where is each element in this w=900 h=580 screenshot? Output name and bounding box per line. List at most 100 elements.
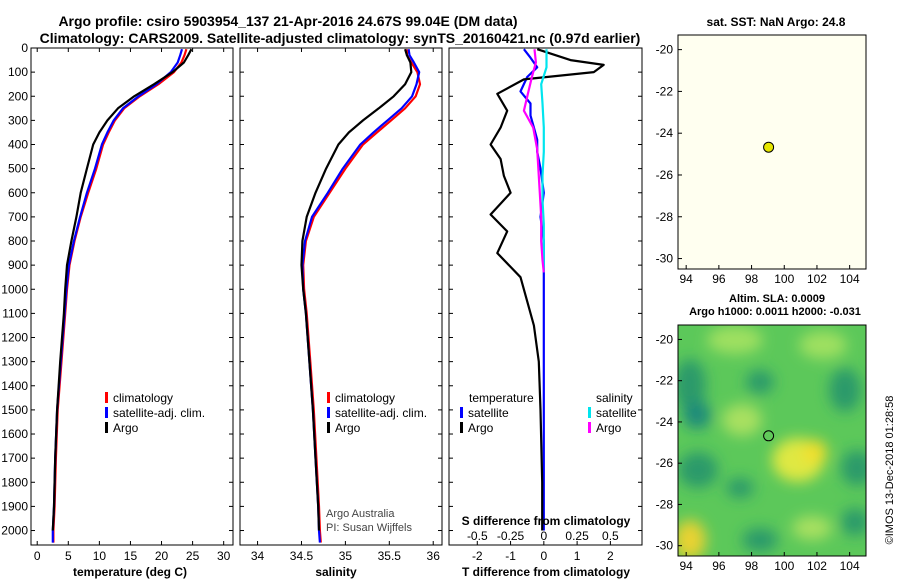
map-y-tick-label: -28 xyxy=(656,210,674,224)
argo-position-marker xyxy=(763,141,775,153)
depth-tick-label: 2000 xyxy=(1,524,28,538)
difference-legend: temperature salinity satellite Argo sate… xyxy=(460,391,637,435)
depth-tick-label: 1200 xyxy=(1,331,28,345)
x-tick-label: 10 xyxy=(93,549,107,563)
sla-map-frame xyxy=(677,324,867,557)
depth-tick-label: 800 xyxy=(8,234,28,248)
depth-tick-label: 300 xyxy=(8,113,28,127)
map-x-tick-label: 94 xyxy=(679,272,693,286)
temperature-x-axis: 0 5 10 15 20 25 30 xyxy=(34,48,231,563)
legend-label-t-satellite: satellite xyxy=(468,406,509,420)
map-x-tick-label: 100 xyxy=(774,272,794,286)
difference-panel-frame xyxy=(448,47,643,546)
depth-tick-label: 0 xyxy=(21,41,28,55)
depth-tick-label: 900 xyxy=(8,258,28,272)
depth-tick-label: 1300 xyxy=(1,355,28,369)
salinity-chart: 34 34.5 35 35.5 36 salinity climatology sate… xyxy=(251,48,440,579)
map-y-tick-label: -30 xyxy=(656,252,674,266)
x-tick-label: 35.5 xyxy=(378,549,402,563)
credit-line-2: PI: Susan Wijffels xyxy=(326,522,412,534)
x-tick-label: 30 xyxy=(217,549,231,563)
title-line-1: Argo profile: csiro 5903954_137 21-Apr-2… xyxy=(58,13,517,29)
s-tick-label: 0 xyxy=(540,529,547,543)
x-tick-label: 35 xyxy=(339,549,353,563)
x-tick-label: 0 xyxy=(34,549,41,563)
salinity-legend: climatology satellite-adj. clim. Argo xyxy=(327,391,427,435)
x-tick-label: 0 xyxy=(540,549,547,563)
legend-label-satellite: satellite-adj. clim. xyxy=(335,406,427,420)
sla-title-1: Altim. SLA: 0.0009 xyxy=(729,293,825,305)
sst-title: sat. SST: NaN Argo: 24.8 xyxy=(707,15,846,29)
map-y-tick-label: -24 xyxy=(656,415,674,429)
legend-title-salinity: salinity xyxy=(596,391,633,405)
map-x-tick-label: 94 xyxy=(679,559,693,573)
x-tick-label: 34.5 xyxy=(290,549,314,563)
legend-label-s-satellite: satellite xyxy=(596,406,637,420)
x-tick-label: 25 xyxy=(186,549,200,563)
depth-tick-label: 1800 xyxy=(1,475,28,489)
sla-heatmap xyxy=(678,325,866,556)
legend-swatch-satellite xyxy=(327,407,330,418)
x-tick-label: 20 xyxy=(155,549,169,563)
depth-tick-label: 1500 xyxy=(1,403,28,417)
series-line-salinity-argo xyxy=(522,49,545,273)
s-tick-label: -0.25 xyxy=(497,529,525,543)
credit-line-1: Argo Australia xyxy=(326,508,395,520)
legend-label-climatology: climatology xyxy=(113,391,173,405)
map-y-tick-label: -28 xyxy=(656,497,674,511)
sst-map: sat. SST: NaN Argo: 24.8 -20 -22 -24 -26 -28… xyxy=(656,15,867,286)
map-y-tick-label: -24 xyxy=(656,126,674,140)
sla-map: Altim. SLA: 0.0009 Argo h1000: 0.0011 h2… xyxy=(656,293,867,573)
legend-swatch-t-satellite xyxy=(460,407,463,418)
map-x-tick-label: 102 xyxy=(807,272,827,286)
sst-map-frame xyxy=(677,34,867,270)
x-tick-label: 15 xyxy=(124,549,138,563)
argo-position-marker xyxy=(763,430,775,442)
legend-label-s-argo: Argo xyxy=(596,421,622,435)
imos-timestamp: ©IMOS 13-Dec-2018 01:28:58 xyxy=(884,396,896,545)
legend-swatch-satellite xyxy=(105,407,108,418)
x-tick-label: 5 xyxy=(65,549,72,563)
map-y-tick-label: -30 xyxy=(656,539,674,553)
depth-tick-label: 400 xyxy=(8,138,28,152)
x-tick-label: 36 xyxy=(427,549,441,563)
map-x-tick-label: 104 xyxy=(840,272,860,286)
temperature-legend: climatology satellite-adj. clim. Argo xyxy=(105,391,205,435)
salinity-panel-frame xyxy=(239,47,443,546)
depth-tick-label: 700 xyxy=(8,210,28,224)
legend-label-climatology: climatology xyxy=(335,391,395,405)
t-difference-x-axis: -2 -1 0 1 2 xyxy=(472,541,614,563)
s-tick-label: -0.5 xyxy=(467,529,488,543)
series-line-argo xyxy=(300,48,413,531)
map-x-tick-label: 96 xyxy=(712,272,726,286)
legend-label-argo: Argo xyxy=(113,421,139,435)
map-x-tick-label: 104 xyxy=(840,559,860,573)
map-y-tick-label: -22 xyxy=(656,84,674,98)
series-line-temperature-argo xyxy=(489,48,605,531)
legend-swatch-t-argo xyxy=(460,422,463,433)
x-tick-label: 2 xyxy=(607,549,614,563)
difference-chart: -2 -1 0 1 2 -0.5 -0.25 0 0.25 0.5 S difference f… xyxy=(460,48,637,579)
series-line-climatology xyxy=(52,48,188,543)
map-y-tick-label: -26 xyxy=(656,456,674,470)
map-y-tick-label: -20 xyxy=(656,332,674,346)
legend-label-argo: Argo xyxy=(335,421,361,435)
depth-tick-label: 1400 xyxy=(1,379,28,393)
map-x-tick-label: 100 xyxy=(774,559,794,573)
depth-tick-label: 200 xyxy=(8,89,28,103)
legend-title-temperature: temperature xyxy=(469,391,534,405)
legend-swatch-argo xyxy=(105,422,108,433)
temperature-chart: 0 5 10 15 20 25 30 temperature (deg C) climato… xyxy=(34,48,231,579)
t-difference-x-label: T difference from climatology xyxy=(462,565,630,579)
series-line-argo xyxy=(51,48,193,531)
depth-tick-label: 1600 xyxy=(1,427,28,441)
depth-tick-label: 500 xyxy=(8,162,28,176)
title-line-2: Climatology: CARS2009. Satellite-adjuste… xyxy=(40,30,641,46)
map-x-tick-label: 98 xyxy=(745,272,759,286)
temperature-panel-frame xyxy=(30,47,234,546)
map-y-tick-label: -20 xyxy=(656,43,674,57)
series-line-climatology xyxy=(302,49,422,543)
legend-swatch-argo xyxy=(327,422,330,433)
map-x-tick-label: 102 xyxy=(807,559,827,573)
legend-swatch-climatology xyxy=(105,392,108,403)
